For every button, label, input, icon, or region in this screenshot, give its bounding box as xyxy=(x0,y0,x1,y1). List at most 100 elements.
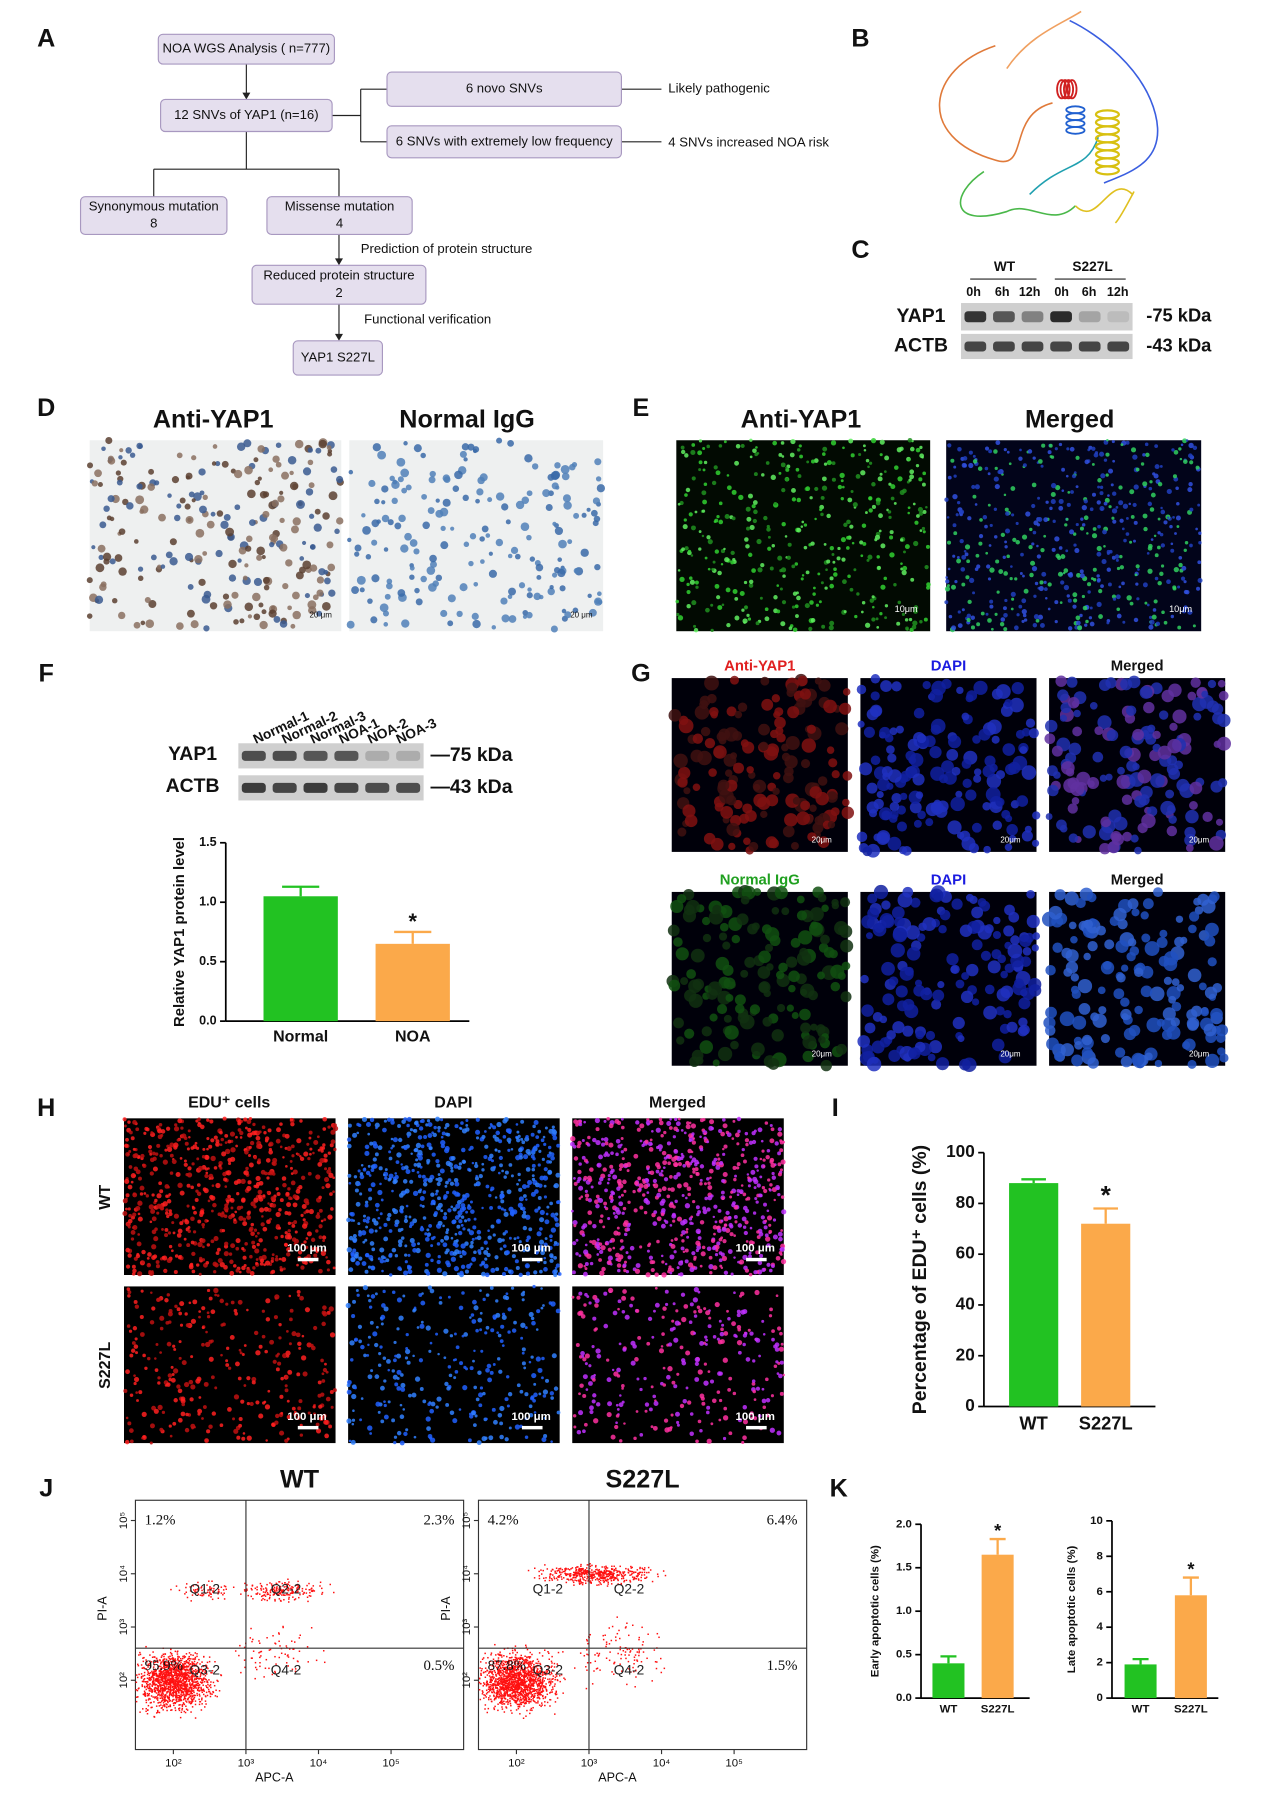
cell xyxy=(460,1215,465,1219)
cell xyxy=(643,1183,649,1189)
cell xyxy=(206,1147,209,1151)
cell xyxy=(420,1119,425,1124)
cell xyxy=(891,681,902,692)
cell xyxy=(158,513,166,522)
cell xyxy=(571,1209,574,1213)
cell xyxy=(305,488,314,496)
cell xyxy=(734,1132,740,1138)
cell xyxy=(744,1268,750,1273)
cell xyxy=(130,1136,135,1141)
cell xyxy=(695,1248,699,1253)
cell xyxy=(457,1210,463,1216)
image-title: Merged xyxy=(1111,872,1164,888)
cell xyxy=(1089,606,1093,610)
cell xyxy=(367,1265,372,1269)
cell xyxy=(689,1221,693,1225)
cell xyxy=(877,476,883,482)
cell xyxy=(876,626,880,629)
cell xyxy=(481,525,489,533)
cell xyxy=(1111,508,1118,514)
cell xyxy=(586,1143,591,1147)
cell xyxy=(188,1301,192,1305)
cell xyxy=(1180,936,1188,945)
cell xyxy=(1096,578,1101,582)
cell xyxy=(636,1127,641,1132)
cell xyxy=(367,1335,371,1339)
cell xyxy=(463,541,470,548)
cell xyxy=(589,1167,594,1172)
cell xyxy=(866,1056,882,1072)
cell xyxy=(647,1141,653,1147)
cell xyxy=(131,1264,136,1269)
cell xyxy=(243,439,252,448)
cell xyxy=(543,1175,546,1178)
cell xyxy=(454,1124,459,1129)
cell xyxy=(221,460,229,468)
cell xyxy=(181,1360,187,1366)
flow-node xyxy=(251,264,427,305)
cell xyxy=(290,1121,295,1127)
cell xyxy=(477,1249,482,1254)
cell xyxy=(472,1225,477,1230)
cell xyxy=(673,1174,678,1180)
cell xyxy=(965,575,970,580)
cell xyxy=(420,1320,424,1324)
cell xyxy=(841,961,851,971)
cell xyxy=(578,1185,584,1191)
cell xyxy=(171,1159,177,1165)
cell xyxy=(734,994,746,1006)
cell xyxy=(1104,939,1115,950)
cell xyxy=(479,1386,484,1390)
cell xyxy=(1112,597,1117,601)
cell xyxy=(177,1182,183,1188)
cell xyxy=(284,1133,290,1139)
cell xyxy=(304,593,310,599)
flow-node xyxy=(386,125,622,159)
cell xyxy=(226,1199,230,1204)
cell xyxy=(440,1135,444,1139)
cell xyxy=(900,770,912,782)
cell xyxy=(543,1434,548,1439)
cell xyxy=(414,1147,419,1153)
cell xyxy=(967,516,972,521)
cell xyxy=(127,1421,132,1426)
cell xyxy=(374,1292,378,1296)
cell xyxy=(595,1203,600,1209)
cell xyxy=(1008,834,1017,843)
cell xyxy=(814,486,819,492)
cell xyxy=(598,1219,603,1224)
cell xyxy=(550,1155,555,1161)
cell xyxy=(460,1264,466,1270)
cell xyxy=(187,1166,192,1171)
cell xyxy=(961,712,970,721)
cell xyxy=(472,619,481,629)
cell xyxy=(397,1124,402,1128)
label: 6h xyxy=(1082,285,1097,299)
cell xyxy=(731,516,736,521)
cell xyxy=(479,473,488,482)
cell xyxy=(684,546,689,551)
cell xyxy=(651,1129,654,1133)
cell xyxy=(868,461,873,465)
cell xyxy=(426,1119,431,1123)
cell xyxy=(467,1217,471,1222)
cell xyxy=(546,1205,550,1209)
cell xyxy=(908,617,913,622)
cell xyxy=(267,1128,272,1133)
cell xyxy=(441,1131,446,1136)
cell xyxy=(409,1179,414,1184)
cell xyxy=(213,1287,219,1294)
cell xyxy=(250,1231,255,1237)
cell xyxy=(675,1121,681,1127)
cell xyxy=(485,533,491,538)
cell xyxy=(143,1192,147,1195)
cell xyxy=(891,792,902,804)
cell xyxy=(176,1307,181,1312)
cell xyxy=(234,1210,238,1214)
cell xyxy=(1147,546,1153,551)
cell xyxy=(583,1120,586,1124)
cell xyxy=(915,464,920,468)
cell xyxy=(454,1232,458,1236)
cell xyxy=(479,536,485,542)
cell xyxy=(190,1185,194,1190)
